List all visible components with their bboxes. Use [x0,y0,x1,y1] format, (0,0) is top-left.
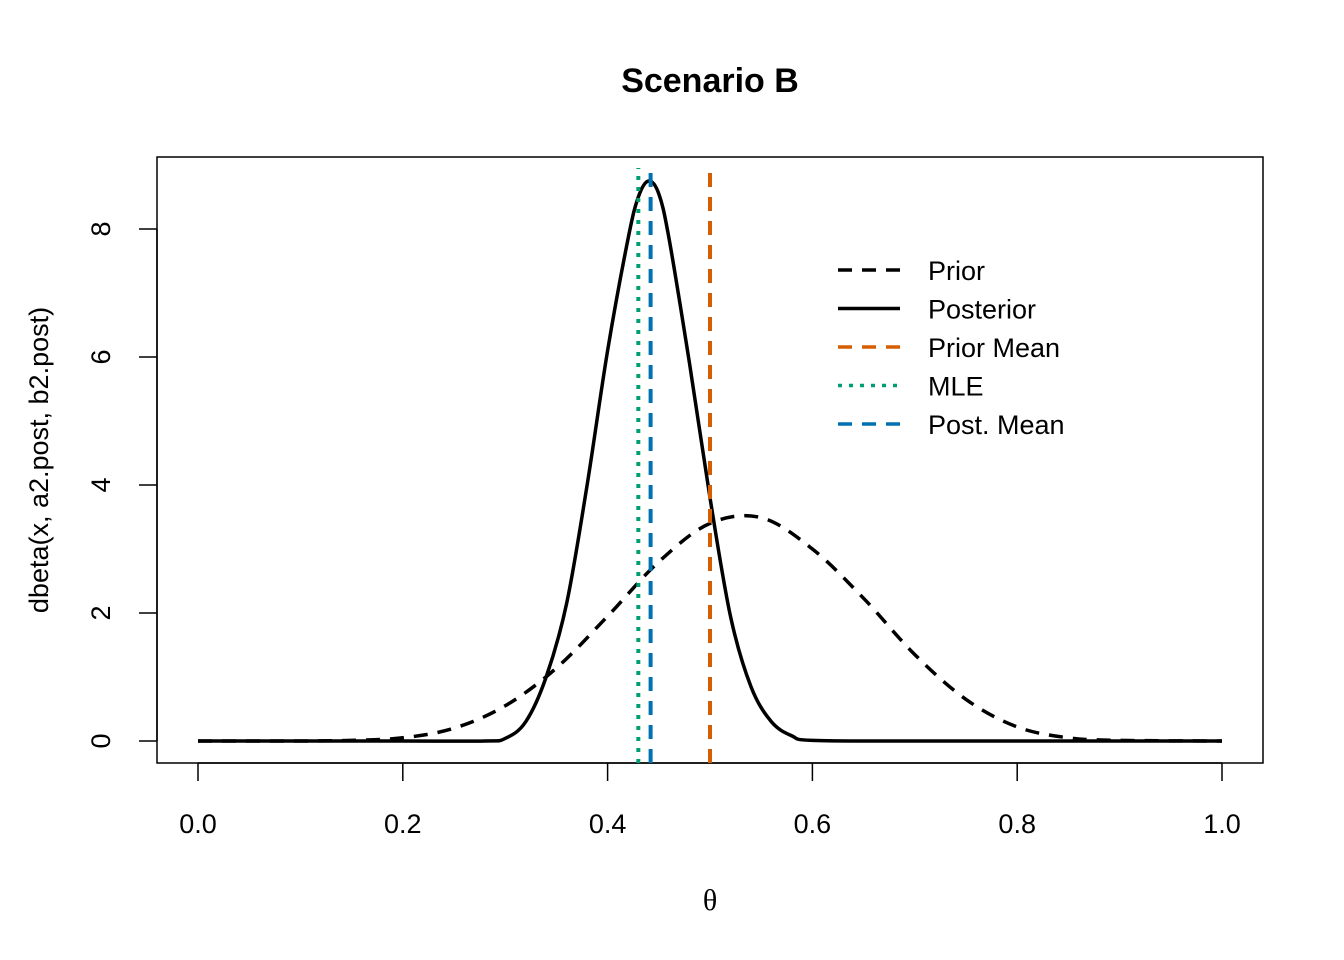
y-axis: 0 2 4 6 8 [86,221,158,749]
y-axis-label: dbeta(x, a2.post, b2.post) [24,307,54,613]
legend-label: MLE [928,372,984,402]
x-tick-label: 0.8 [998,809,1036,839]
y-tick-label: 0 [86,733,116,748]
legend-label: Prior [928,256,985,286]
y-tick-label: 6 [86,349,116,364]
legend-label: Post. Mean [928,410,1065,440]
x-tick-label: 0.4 [589,809,627,839]
x-tick-label: 0.6 [794,809,832,839]
legend-label: Posterior [928,295,1036,325]
legend-label: Prior Mean [928,333,1060,363]
series-line-prior [197,513,1223,743]
y-tick-label: 2 [86,605,116,620]
y-tick-label: 4 [86,477,116,492]
x-axis-label: θ [703,884,717,917]
x-tick-label: 1.0 [1203,809,1241,839]
legend: Prior Posterior Prior Mean MLE Post. Mean [838,256,1065,440]
chart-title: Scenario B [621,62,799,100]
vline-layer [636,168,712,763]
x-tick-label: 0.0 [179,809,217,839]
x-axis: 0.0 0.2 0.4 0.6 0.8 1.0 [179,762,1241,839]
x-tick-label: 0.2 [384,809,422,839]
y-tick-label: 8 [86,221,116,236]
